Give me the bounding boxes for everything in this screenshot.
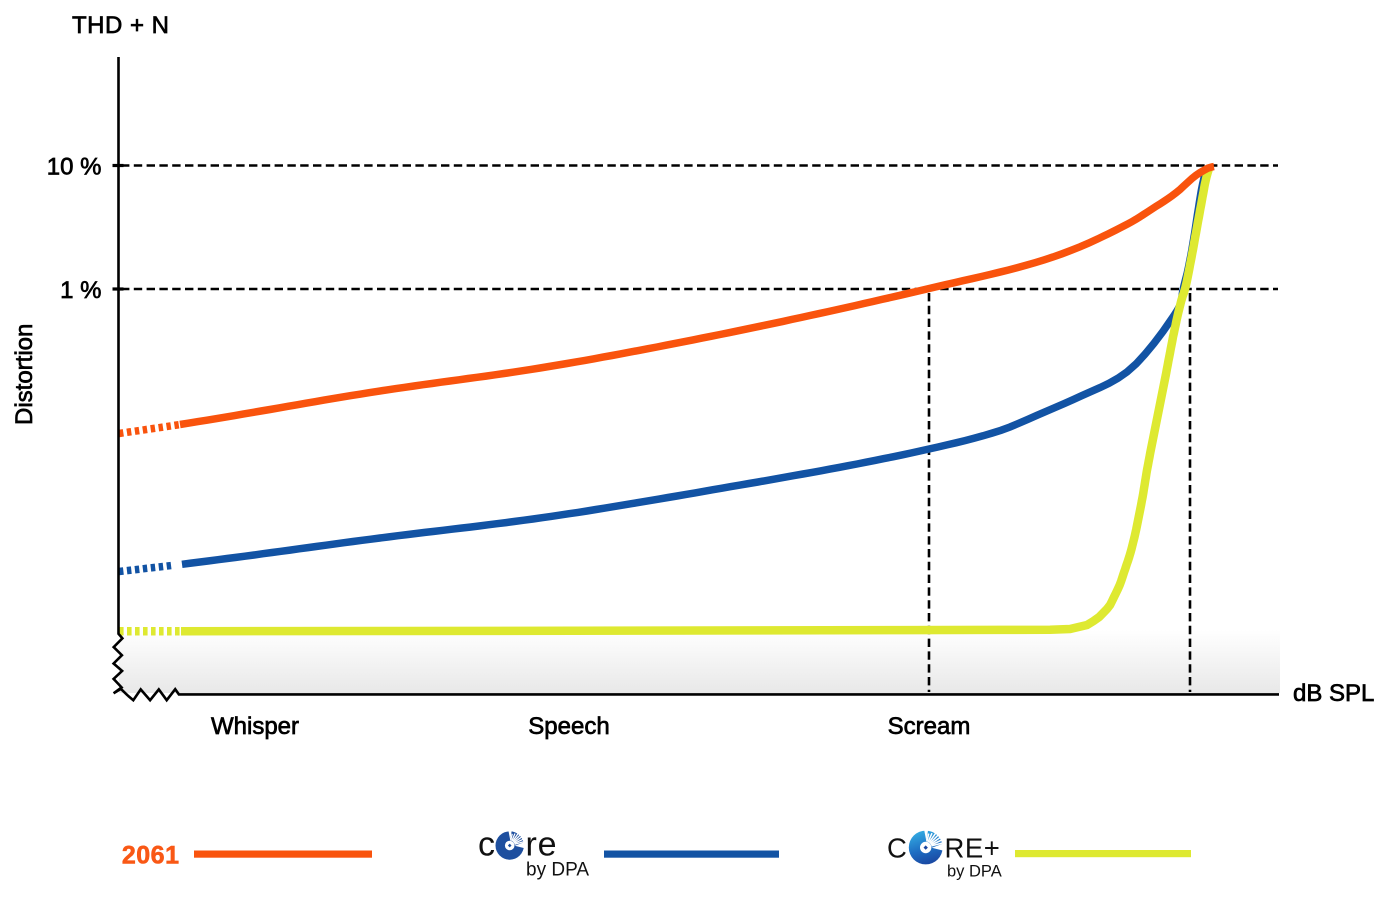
svg-text:re: re xyxy=(526,826,558,864)
svg-text:Whisper: Whisper xyxy=(211,713,299,740)
svg-text:RE+: RE+ xyxy=(945,832,1001,863)
svg-text:10 %: 10 % xyxy=(47,154,102,181)
svg-text:THD + N: THD + N xyxy=(72,12,170,39)
svg-text:C: C xyxy=(887,832,907,863)
svg-text:dB SPL: dB SPL xyxy=(1293,680,1374,707)
svg-text:Speech: Speech xyxy=(528,713,609,740)
svg-text:Scream: Scream xyxy=(888,713,971,740)
svg-text:by DPA: by DPA xyxy=(526,860,589,881)
svg-text:Distortion: Distortion xyxy=(11,324,38,425)
svg-text:c: c xyxy=(478,826,495,864)
svg-text:1 %: 1 % xyxy=(60,277,101,304)
svg-text:by DPA: by DPA xyxy=(947,863,1002,881)
svg-text:2061: 2061 xyxy=(122,842,180,870)
